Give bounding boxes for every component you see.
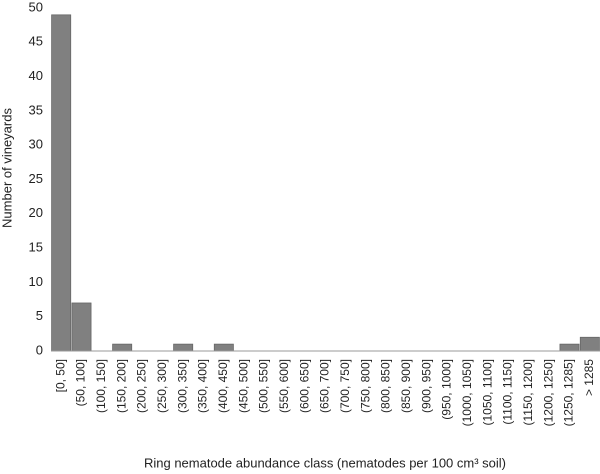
- x-tick-label: (300, 350]: [175, 359, 189, 413]
- x-tick-label: (250, 300]: [155, 359, 169, 413]
- x-axis-label: Ring nematode abundance class (nematodes…: [144, 455, 506, 470]
- y-tick-label: 45: [29, 34, 43, 49]
- x-tick-label: (1150, 1200]: [521, 359, 535, 426]
- bar: [112, 343, 133, 352]
- x-tick-label: (1050, 1100]: [480, 359, 494, 426]
- y-tick-label: 20: [29, 205, 43, 220]
- bar: [173, 343, 194, 352]
- x-tick-label: (550, 600]: [277, 359, 291, 413]
- x-tick-label: > 1285: [582, 359, 596, 396]
- y-tick-label: 40: [29, 68, 43, 83]
- y-axis-label: Number of vineyards: [0, 108, 14, 228]
- bar: [71, 302, 92, 352]
- y-tick-label: 30: [29, 137, 43, 152]
- bar: [559, 343, 580, 352]
- x-tick-label: (900, 950]: [419, 359, 433, 413]
- x-tick-label: (350, 400]: [196, 359, 210, 413]
- y-tick-label: 50: [29, 0, 43, 14]
- x-tick-label: (100, 150]: [94, 359, 108, 413]
- y-tick-label: 35: [29, 102, 43, 117]
- x-tick-label: [0, 50]: [53, 359, 67, 392]
- x-tick-label: (1100, 1150]: [501, 359, 515, 425]
- x-tick-label: (1000, 1050]: [460, 359, 474, 426]
- x-tick-label: (850, 900]: [399, 359, 413, 413]
- x-tick-label: (500, 550]: [257, 359, 271, 413]
- bar: [213, 343, 234, 352]
- x-tick-label: (650, 700]: [318, 359, 332, 413]
- y-tick-label: 25: [29, 171, 43, 186]
- bar: [579, 336, 600, 352]
- y-tick-label: 5: [36, 308, 43, 323]
- bar: [51, 14, 72, 352]
- x-tick-label: (1200, 1250]: [541, 359, 555, 426]
- x-tick-label: (750, 800]: [358, 359, 372, 413]
- y-tick-label: 0: [36, 342, 43, 357]
- x-tick-label: (800, 850]: [379, 359, 393, 413]
- x-tick-label: (450, 500]: [236, 359, 250, 413]
- x-tick-label: (200, 250]: [135, 359, 149, 413]
- y-tick-label: 15: [29, 240, 43, 255]
- x-tick-label: (50, 100]: [74, 359, 88, 406]
- x-tick-label: (400, 450]: [216, 359, 230, 413]
- x-tick-label: (150, 200]: [114, 359, 128, 413]
- x-tick-label: (950, 1000]: [440, 359, 454, 420]
- x-tick-label: (700, 750]: [338, 359, 352, 413]
- x-tick-label: (1250, 1285]: [562, 359, 576, 426]
- x-tick-label: (600, 650]: [297, 359, 311, 413]
- y-tick-label: 10: [29, 274, 43, 289]
